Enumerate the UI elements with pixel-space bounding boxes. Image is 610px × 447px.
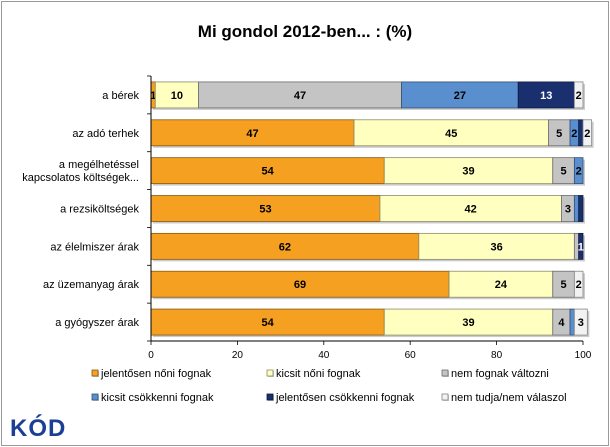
data-label: 2 bbox=[576, 90, 582, 102]
data-label: 62 bbox=[279, 241, 291, 253]
data-label: 47 bbox=[246, 128, 258, 140]
bar-segment bbox=[198, 81, 402, 109]
bar-segment bbox=[578, 195, 584, 222]
bar-segment bbox=[573, 157, 584, 185]
bar-segment bbox=[573, 81, 584, 109]
category-label: az élelmiszer árak bbox=[50, 241, 139, 253]
data-label: 24 bbox=[495, 279, 508, 291]
data-label: 47 bbox=[294, 90, 306, 102]
bar-segment bbox=[154, 81, 199, 109]
data-label: 1 bbox=[578, 241, 584, 253]
bar-segment bbox=[150, 232, 420, 260]
legend-swatch-nem-fognak-v-ltozni bbox=[441, 369, 449, 377]
x-tick-label: 40 bbox=[318, 350, 330, 361]
bar-segment bbox=[582, 119, 593, 147]
bar-segment bbox=[150, 308, 385, 336]
category-label: a megélhetéssel kapcsolatos költségek... bbox=[22, 159, 139, 184]
bar-segment bbox=[150, 157, 385, 185]
bar-segment bbox=[383, 157, 554, 185]
category-label: a bérek bbox=[102, 90, 139, 102]
data-label: 27 bbox=[454, 90, 466, 102]
data-label: 45 bbox=[445, 128, 457, 140]
legend-swatch-nem-tudja-nem-v-laszol bbox=[441, 393, 449, 401]
bar-segment bbox=[573, 270, 584, 298]
bar-segment bbox=[578, 232, 584, 260]
bar-segment bbox=[517, 81, 575, 109]
data-label: 36 bbox=[490, 241, 502, 253]
data-label: 42 bbox=[465, 204, 477, 216]
category-label: a gyógyszer árak bbox=[55, 317, 139, 329]
legend-label: jelentősen csökkenni fognak bbox=[275, 392, 415, 404]
bar-segment bbox=[401, 81, 519, 109]
data-label: 53 bbox=[259, 204, 271, 216]
legend-label: nem fognak változni bbox=[451, 368, 549, 380]
x-tick-label: 20 bbox=[232, 350, 244, 361]
legend-label: nem tudja/nem válaszol bbox=[451, 392, 567, 404]
bar-segment bbox=[573, 195, 580, 222]
legend-label: kicsit nőni fognak bbox=[276, 368, 361, 380]
data-label: 2 bbox=[584, 128, 590, 140]
x-tick-label: 0 bbox=[148, 350, 154, 361]
data-label: 2 bbox=[576, 166, 582, 178]
data-label: 39 bbox=[462, 166, 474, 178]
data-label: 3 bbox=[565, 204, 571, 216]
bar-segment bbox=[573, 308, 588, 336]
kod-logo: KÓD bbox=[8, 414, 70, 445]
x-tick-label: 100 bbox=[575, 350, 592, 361]
svg-text:KÓD: KÓD bbox=[10, 414, 66, 440]
legend-label: kicsit csökkenni fognak bbox=[101, 392, 214, 404]
legend-swatch-kicsit-n-ni-fognak bbox=[266, 369, 274, 377]
legend-label: jelentősen nőni fognak bbox=[100, 368, 212, 380]
category-label: a rezsiköltségek bbox=[60, 204, 139, 216]
chart-title: Mi gondol 2012-ben... : (%) bbox=[197, 22, 413, 41]
data-label: 54 bbox=[262, 166, 275, 178]
bar-segment bbox=[150, 195, 381, 222]
data-label: 10 bbox=[171, 90, 183, 102]
category-label: az üzemanyag árak bbox=[43, 279, 139, 291]
x-tick-label: 80 bbox=[491, 350, 503, 361]
bar-segment bbox=[379, 195, 562, 222]
data-label: 5 bbox=[560, 279, 566, 291]
data-label: 54 bbox=[262, 317, 275, 329]
bar-segment bbox=[578, 119, 584, 147]
bar-segment bbox=[353, 119, 549, 147]
x-tick-label: 60 bbox=[405, 350, 417, 361]
bar-segment bbox=[569, 308, 575, 336]
data-label: 5 bbox=[556, 128, 562, 140]
legend-swatch-jelent-sen-cs-kkenni-fognak bbox=[266, 393, 274, 401]
data-label: 13 bbox=[540, 90, 552, 102]
bar-segment bbox=[150, 270, 450, 298]
data-label: 2 bbox=[576, 279, 582, 291]
category-label: az adó terhek bbox=[72, 128, 139, 140]
data-label: 2 bbox=[571, 128, 577, 140]
legend-swatch-jelent-sen-n-ni-fognak bbox=[91, 369, 99, 377]
data-label: 3 bbox=[578, 317, 584, 329]
legend-swatch-kicsit-cs-kkenni-fognak bbox=[91, 393, 99, 401]
data-label: 69 bbox=[294, 279, 306, 291]
data-label: 39 bbox=[462, 317, 474, 329]
data-label: 5 bbox=[560, 166, 566, 178]
data-label: 4 bbox=[558, 317, 565, 329]
data-label: 1 bbox=[150, 90, 156, 102]
